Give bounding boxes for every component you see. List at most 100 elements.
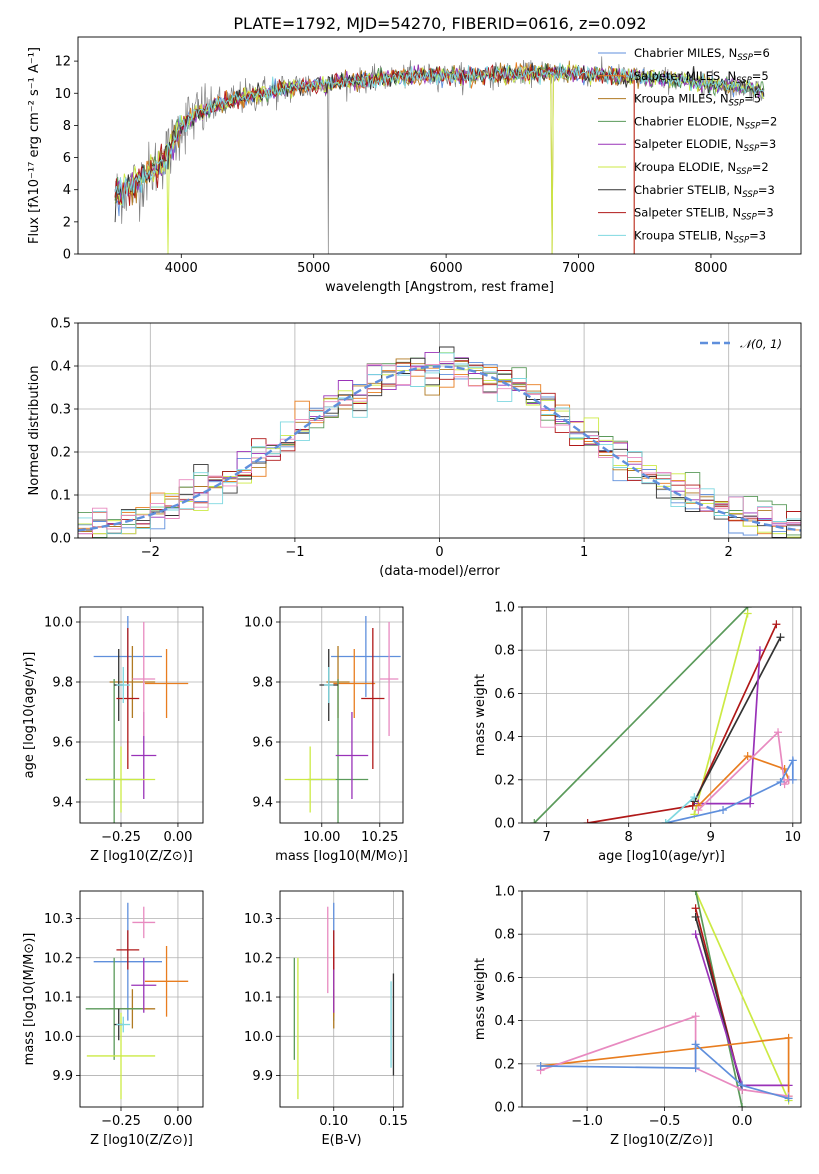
- weight-marker-ss: [691, 904, 700, 913]
- ytick-label: 10.0: [44, 1030, 73, 1045]
- ytick-label: 0.4: [494, 730, 515, 745]
- model-spectrum-sm: [114, 62, 635, 254]
- ytick-label: 0: [63, 248, 71, 263]
- panel-weight-vs-age: 7 8 9 10 0.0 0.2 0.4 0.6 0.8 1.0 age [log10(age/yr…: [473, 601, 802, 864]
- ytick-label: 10.2: [44, 951, 73, 966]
- legend: Chabrier MILES, NSSP=6 Salpeter MILES, NS…: [598, 46, 777, 245]
- axes-frame: [279, 606, 404, 824]
- panel-age-vs-Z: −0.25 0.00 9.4 9.6 9.8 10.0 Z [log10(Z/Z⊙)] age…: [22, 606, 204, 864]
- axes-frame: [79, 890, 204, 1108]
- ytick-label: 0.6: [494, 971, 515, 986]
- ytick-label: 12: [54, 55, 71, 70]
- ytick-label: 10.0: [244, 616, 273, 631]
- ytick-label: 9.8: [252, 676, 273, 691]
- xtick-label: 10: [785, 830, 802, 845]
- ylabel: mass weight: [473, 674, 488, 756]
- plot-area: [530, 607, 797, 823]
- legend-label: Salpeter ELODIE, NSSP=3: [634, 137, 776, 154]
- ytick-label: 9.4: [252, 796, 273, 811]
- xlabel: Z [log10(Z/Z⊙)]: [90, 1133, 193, 1148]
- panel-spectrum: 4000 5000 6000 7000 8000 0 2 4 6 8 10 12 wavelength …: [27, 36, 802, 295]
- histogram-ss: [78, 360, 801, 538]
- weight-marker-sm: [743, 752, 752, 761]
- weight-marker-cm: [788, 756, 797, 765]
- ylabel: age [log10(age/yr)]: [22, 652, 37, 779]
- xtick-label: 7: [542, 830, 550, 845]
- weight-marker-sm: [784, 1033, 793, 1042]
- ytick-label: 0.8: [494, 644, 515, 659]
- weight-marker-ks: [690, 793, 699, 802]
- ytick-label: 10.0: [244, 1030, 273, 1045]
- xtick-label: 0: [435, 545, 443, 560]
- weight-marker-pink: [780, 780, 789, 789]
- ytick-label: 0.0: [494, 1101, 515, 1116]
- legend-label: Kroupa ELODIE, NSSP=2: [634, 160, 769, 177]
- ytick-label: 9.6: [52, 736, 73, 751]
- legend-label: Kroupa STELIB, NSSP=3: [634, 228, 766, 245]
- panel-age-vs-mass: 10.00 10.25 9.4 9.6 9.8 10.0 mass [log10(M/M⊙)…: [244, 606, 408, 864]
- xlabel: (data-model)/error: [379, 564, 500, 579]
- xlabel: E(B-V): [321, 1133, 361, 1148]
- weight-marker-cm: [691, 1040, 700, 1049]
- ylabel: mass weight: [473, 958, 488, 1040]
- panel-mass-vs-ebv: 0.10 0.15 9.9 10.0 10.1 10.2 10.3 E(B-V): [244, 890, 408, 1148]
- axes-frame: [521, 606, 802, 824]
- legend-label: 𝒩(0, 1): [740, 337, 782, 351]
- weight-line-ce: [533, 607, 749, 823]
- xtick-label: 9: [707, 830, 715, 845]
- xtick-label: 0.15: [379, 1114, 408, 1129]
- weight-marker-ss: [772, 620, 781, 629]
- xtick-label: 0.00: [163, 1114, 192, 1129]
- xlabel: wavelength [Angstrom, rest frame]: [325, 280, 554, 295]
- ytick-label: 0.1: [50, 489, 71, 504]
- xtick-label: 0.10: [319, 1114, 348, 1129]
- plot-area: [78, 346, 801, 538]
- weight-marker-cm: [784, 1094, 793, 1103]
- gaussian-curve: [78, 365, 801, 532]
- panel-residuals: −2 −1 0 1 2 0.0 0.1 0.2 0.3 0.4 0.5 (data-model)/er…: [27, 317, 802, 579]
- plot-area: [85, 616, 189, 823]
- xtick-label: 0.00: [163, 830, 192, 845]
- plot-area: [114, 56, 765, 254]
- ytick-label: 10.1: [244, 991, 273, 1006]
- ytick-label: 10.3: [44, 912, 73, 927]
- weight-marker-cm: [536, 1061, 545, 1070]
- panel-mass-vs-Z: −0.25 0.00 9.9 10.0 10.1 10.2 10.3 Z [log10(Z/Z…: [22, 890, 204, 1148]
- xlabel: mass [log10(M/M⊙)]: [275, 849, 408, 864]
- weight-marker-cm: [719, 806, 728, 815]
- xtick-label: −0.5: [649, 1114, 681, 1129]
- ytick-label: 9.8: [52, 676, 73, 691]
- weight-marker-cm: [691, 1064, 700, 1073]
- plot-area: [536, 891, 793, 1107]
- ytick-label: 9.4: [52, 796, 73, 811]
- plot-area: [293, 902, 395, 1100]
- ytick-label: 10.3: [244, 912, 273, 927]
- ytick-label: 0.2: [50, 446, 71, 461]
- ytick-label: 0.8: [494, 928, 515, 943]
- ytick-label: 0.6: [494, 687, 515, 702]
- ytick-label: 0.2: [494, 1057, 515, 1072]
- weight-marker-ce: [691, 891, 700, 895]
- ytick-label: 10: [54, 87, 71, 102]
- ylabel: Flux [fλ10⁻¹⁷ erg cm⁻² s⁻¹ A⁻¹]: [27, 47, 42, 244]
- weight-marker-cm: [738, 1081, 747, 1090]
- xtick-label: −1.0: [571, 1114, 603, 1129]
- xtick-label: 7000: [562, 261, 595, 276]
- legend-label: Chabrier STELIB, NSSP=3: [634, 183, 775, 200]
- plot-area: [85, 902, 189, 1100]
- ytick-label: 6: [63, 151, 71, 166]
- ytick-label: 2: [63, 215, 71, 230]
- weight-marker-pink: [694, 806, 703, 815]
- ytick-label: 0.0: [50, 532, 71, 547]
- figure-title: PLATE=1792, MJD=54270, FIBERID=0616, z=0…: [233, 14, 646, 33]
- ytick-label: 9.9: [252, 1069, 273, 1084]
- xtick-label: 2: [725, 545, 733, 560]
- model-spectrum-ss: [114, 64, 635, 254]
- weight-marker-se: [691, 930, 700, 939]
- xtick-label: 6000: [430, 261, 463, 276]
- weight-marker-cm: [788, 775, 797, 784]
- weight-line-ks: [665, 796, 695, 823]
- axes-frame: [521, 890, 802, 1108]
